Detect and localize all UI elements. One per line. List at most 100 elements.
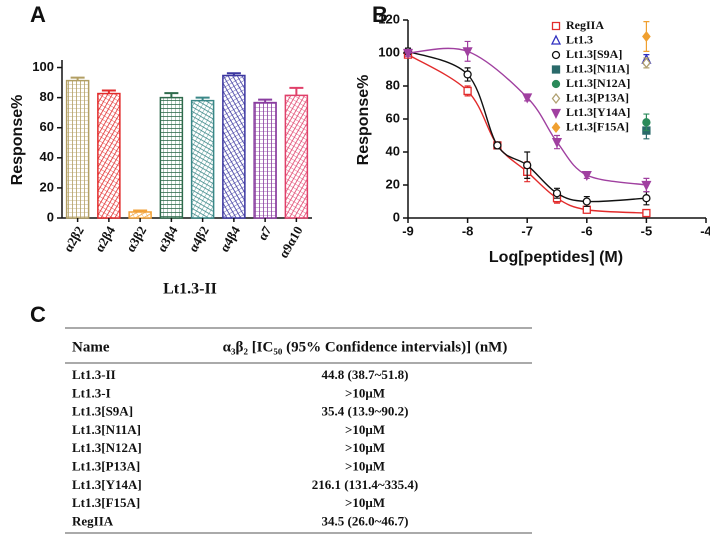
error-bar [133,209,148,212]
marker [582,205,591,214]
row-name: Lt1.3[N12A] [72,440,142,455]
legend-marker [551,21,561,31]
marker [552,189,562,198]
x-tick-label: α4β4 [217,223,244,254]
y-tick-label: 80 [386,77,400,92]
y-axis-title: Response% [9,95,26,186]
y-tick-label: 120 [378,11,400,26]
x-tick-label: -5 [641,223,653,238]
row-value: >10μM [345,440,385,455]
x-tick-label: α7 [254,223,274,243]
marker [493,141,502,150]
marker [642,118,651,127]
error-bar [195,96,210,101]
legend-marker [550,108,562,119]
row-name: Lt1.3-I [72,385,111,400]
row-value: >10μM [345,495,385,510]
marker [642,30,651,43]
row-name: Lt1.3-II [72,367,116,382]
y-tick-label: 0 [47,209,54,224]
column-header: α₃β₂ [IC₅₀ (95% Confidence intervials)] … [223,339,508,355]
marker [551,137,563,149]
row-name: Lt1.3[P13A] [72,458,140,473]
bar [65,79,90,219]
error-bar [226,72,241,76]
legend-marker [551,92,561,105]
y-tick-label: 60 [386,110,400,125]
x-tick-label: α3β4 [154,223,181,254]
row-value: >10μM [345,385,385,400]
panel-label: B [372,2,388,27]
x-tick-label: -6 [581,223,593,238]
y-tick-label: 60 [40,119,54,134]
bar [97,92,121,219]
row-name: Lt1.3[Y14A] [72,477,142,492]
x-axis-title: Lt1.3-II [163,281,217,298]
marker [462,47,473,58]
panel-label: A [30,2,46,27]
marker [581,170,592,182]
legend-marker [551,79,561,89]
marker [523,161,532,170]
marker [582,197,591,206]
bar [128,211,152,219]
row-value: 44.8 (38.7~51.8) [322,367,409,382]
x-tick-label: -4 [700,223,710,238]
legend-marker [551,65,561,74]
marker [641,180,652,191]
row-name: Lt1.3[S9A] [72,404,133,419]
bar [159,96,184,219]
error-bar [289,86,304,96]
x-tick-label: α4β2 [185,223,212,254]
row-value: >10μM [345,458,385,473]
legend-marker [551,50,561,60]
legend-label: Lt1.3[F15A] [566,119,629,133]
x-tick-label: -9 [402,223,414,238]
legend-label: Lt1.3[N11A] [566,61,630,75]
bar [222,74,246,219]
y-tick-label: 0 [393,209,400,224]
y-tick-label: 40 [40,149,54,164]
legend-label: Lt1.3[N12A] [566,76,630,90]
x-tick-label: -7 [521,223,533,238]
legend-marker [551,121,561,134]
marker [463,86,472,96]
legend-label: Lt1.3[P13A] [566,90,629,104]
marker [642,57,651,69]
row-value: 34.5 (26.0~46.7) [322,513,409,528]
y-tick-label: 40 [386,143,400,158]
marker [522,93,533,104]
error-bar [164,92,179,98]
x-tick-label: α3β2 [123,223,150,254]
bar [284,94,309,219]
x-tick-label: α2β2 [60,223,87,254]
y-tick-label: 20 [386,176,400,191]
error-bar [70,76,85,81]
marker [642,194,651,203]
column-header: Name [72,339,110,355]
legend-label: Lt1.3[Y14A] [566,105,630,119]
marker [642,208,651,218]
legend-marker [550,34,562,45]
y-tick-label: 100 [32,59,54,74]
legend-label: Lt1.3 [566,32,593,46]
y-tick-label: 100 [378,44,400,59]
legend-label: Lt1.3[S9A] [566,47,622,61]
panel-label: C [30,302,46,327]
row-value: >10μM [345,422,385,437]
marker [402,48,414,59]
row-value: 216.1 (131.4~335.4) [312,477,418,492]
y-axis-title: Response% [355,75,372,166]
marker [463,70,472,79]
row-value: 35.4 (13.9~90.2) [322,404,409,419]
legend-label: RegIIA [566,18,604,32]
error-bar [258,98,273,103]
error-bar [101,89,116,94]
fit-curve [407,47,647,186]
row-name: Lt1.3[F15A] [72,495,140,510]
x-axis-title: Log[peptides] (M) [489,249,623,266]
bar [190,99,215,219]
y-tick-label: 20 [40,179,54,194]
row-name: Lt1.3[N11A] [72,422,141,437]
